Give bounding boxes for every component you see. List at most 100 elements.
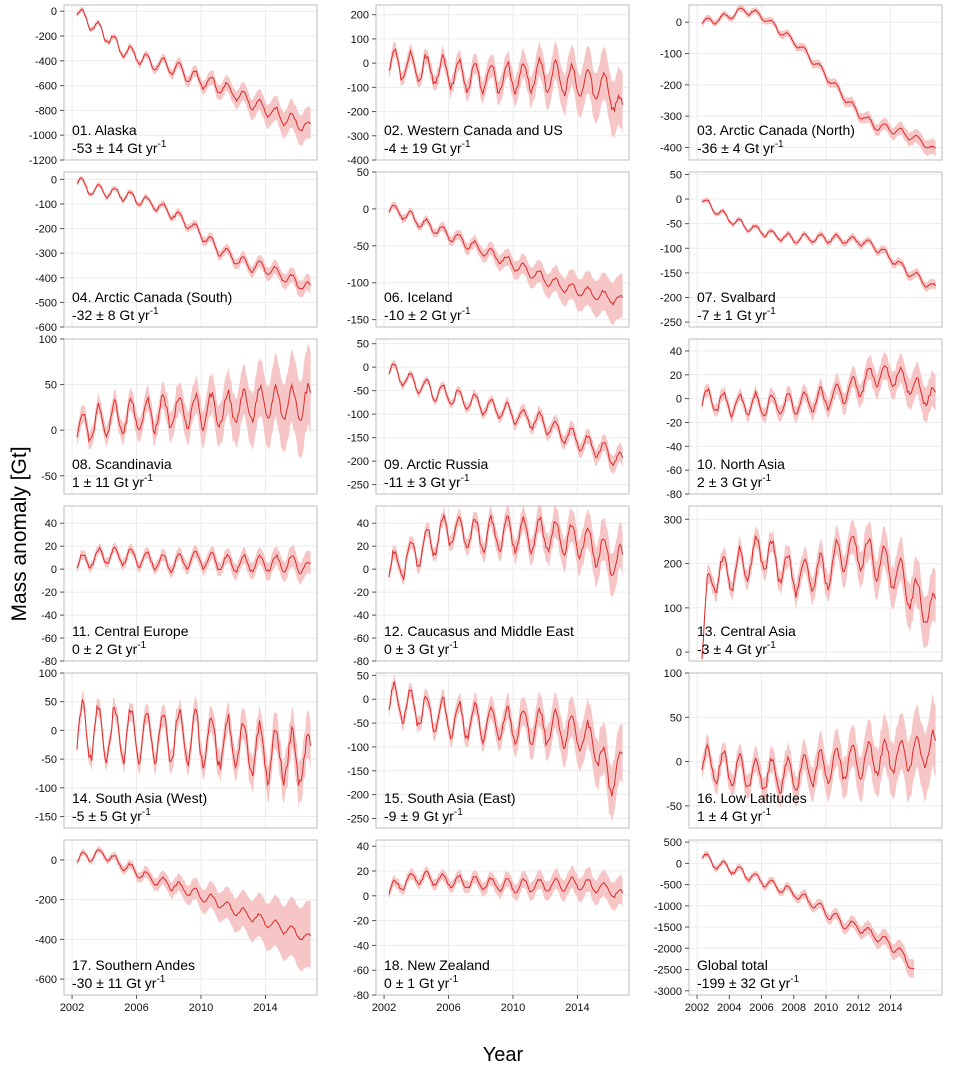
panel-title: 15. South Asia (East) [384, 790, 516, 806]
rate-value: 1 ± 4 Gt yr [697, 808, 763, 824]
uncertainty-band [388, 40, 623, 139]
y-tick-label: 100 [39, 334, 57, 346]
y-tick-label: 0 [51, 174, 57, 186]
y-tick-label: -250 [347, 813, 369, 825]
uncertainty-band [701, 352, 936, 424]
y-tick-label: 200 [351, 10, 369, 22]
y-tick-label: -200 [660, 80, 682, 92]
y-tick-label: 50 [670, 169, 682, 181]
rate-exponent: -1 [462, 139, 471, 150]
rate-exponent: -1 [142, 807, 151, 818]
x-tick-label: 2010 [501, 1002, 525, 1014]
mass-anomaly-line [701, 729, 937, 795]
y-tick-label: -200 [35, 224, 57, 236]
y-tick-label: -80 [353, 656, 369, 668]
panel-title: 11. Central Europe [72, 623, 189, 639]
y-tick-label: -300 [347, 131, 369, 143]
panel-frame [375, 4, 630, 161]
y-tick-label: 0 [363, 58, 369, 70]
panel-frame [375, 839, 630, 996]
mass-anomaly-line [388, 513, 624, 582]
y-tick-label: -500 [660, 880, 682, 892]
y-tick-label: -1500 [654, 922, 682, 934]
y-tick-label: -400 [35, 934, 57, 946]
x-tick-label: 2010 [189, 1002, 213, 1014]
y-tick-label: -40 [41, 610, 57, 622]
y-tick-label: -50 [353, 241, 369, 253]
rate-value: -53 ± 14 Gt yr [72, 140, 158, 156]
y-tick-label: 0 [51, 725, 57, 737]
y-tick-label: -150 [347, 766, 369, 778]
y-tick-label: -150 [35, 812, 57, 824]
panel-frame [63, 839, 318, 996]
panel-background [64, 506, 317, 661]
y-tick-label: -60 [353, 633, 369, 645]
panel-frame [688, 338, 943, 495]
y-tick-label: 0 [676, 858, 682, 870]
panel-frame [63, 171, 318, 328]
x-tick-label: 2004 [717, 1002, 741, 1014]
y-tick-label: -800 [35, 105, 57, 117]
y-tick-label: 300 [664, 514, 682, 526]
y-tick-label: -2500 [654, 965, 682, 977]
uncertainty-band [388, 360, 623, 475]
y-tick-label: -60 [41, 633, 57, 645]
panel-14: 50 0 -50 -100 -150 -200 -250 15. South Asia (Ea… [347, 670, 630, 829]
rate-value: -30 ± 11 Gt yr [72, 975, 157, 991]
y-tick-label: -200 [347, 456, 369, 468]
y-tick-label: -100 [660, 243, 682, 255]
y-tick-label: 0 [676, 17, 682, 29]
y-tick-label: -100 [347, 409, 369, 421]
mass-anomaly-line [701, 535, 937, 660]
panel-title: 12. Caucasus and Middle East [384, 623, 574, 639]
y-tick-label: 50 [357, 339, 369, 351]
y-tick-label: -200 [660, 292, 682, 304]
x-tick-label: 2012 [846, 1002, 870, 1014]
mass-anomaly-line [388, 681, 623, 797]
rate-exponent: -1 [449, 640, 458, 651]
rate-value: -5 ± 5 Gt yr [72, 808, 142, 824]
y-tick-label: -400 [347, 155, 369, 167]
rate-value: -32 ± 8 Gt yr [72, 307, 150, 323]
panel-frame [63, 4, 318, 161]
rate-exponent: -1 [156, 974, 165, 985]
panel-title: 14. South Asia (West) [72, 790, 207, 806]
y-tick-label: 100 [351, 34, 369, 46]
rate-exponent: -1 [767, 640, 776, 651]
y-tick-label: -150 [660, 268, 682, 280]
y-tick-label: 0 [676, 194, 682, 206]
panel-2: 200 100 0 -100 -200 -300 -400 02. Western Canad… [347, 4, 630, 167]
panel-11: 40 20 0 -20 -40 -60 -80 12. Caucasus and Middle… [353, 505, 630, 668]
panel-rate: 0 ± 2 Gt yr-1 [72, 640, 147, 657]
y-tick-label: 50 [670, 712, 682, 724]
panel-rate: 0 ± 1 Gt yr-1 [384, 974, 459, 991]
y-tick-label: -300 [660, 111, 682, 123]
mass-anomaly-line [76, 698, 312, 787]
mass-anomaly-line [701, 365, 937, 419]
x-tick-label: 2014 [878, 1002, 902, 1014]
y-tick-label: -20 [353, 587, 369, 599]
y-tick-label: -20 [353, 916, 369, 928]
y-tick-label: 0 [676, 394, 682, 406]
y-tick-label: 50 [45, 697, 57, 709]
panel-rate: 1 ± 4 Gt yr-1 [697, 807, 772, 824]
panel-title: 09. Arctic Russia [384, 456, 488, 472]
rate-exponent: -1 [150, 306, 159, 317]
mass-anomaly-line [76, 849, 312, 940]
y-tick-label: -50 [353, 386, 369, 398]
panel-frame [688, 505, 943, 662]
panel-title: 07. Svalbard [697, 289, 776, 305]
y-tick-label: -50 [353, 718, 369, 730]
y-tick-label: -2000 [654, 943, 682, 955]
rate-value: -7 ± 1 Gt yr [697, 307, 767, 323]
rate-value: -9 ± 9 Gt yr [384, 808, 454, 824]
panel-frame [688, 839, 943, 996]
y-tick-label: -60 [666, 465, 682, 477]
panel-title: 17. Southern Andes [72, 957, 195, 973]
y-tick-label: -60 [353, 965, 369, 977]
rate-value: -10 ± 2 Gt yr [384, 307, 462, 323]
uncertainty-band [701, 693, 936, 807]
